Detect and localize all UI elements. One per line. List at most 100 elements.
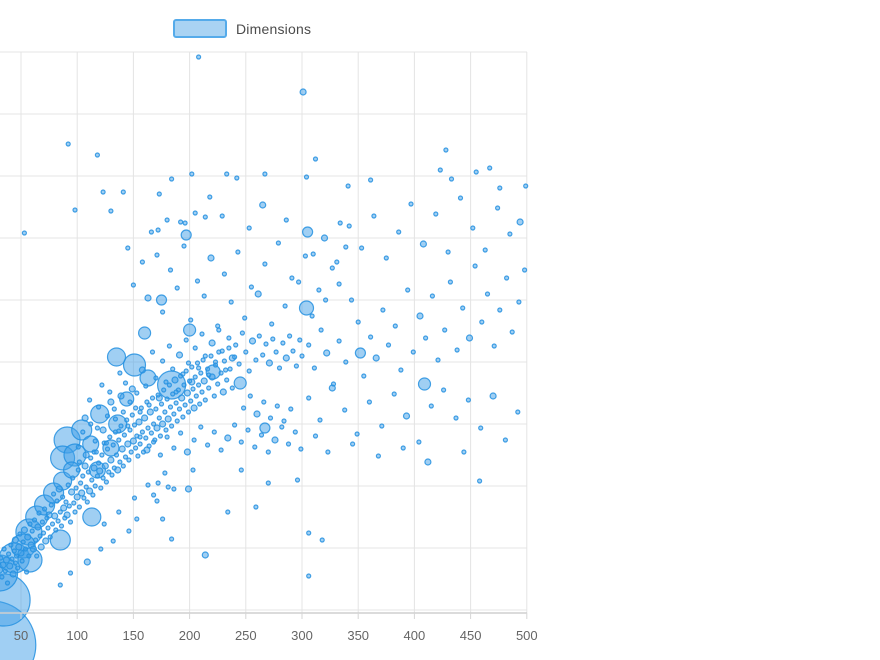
- data-point[interactable]: [252, 444, 258, 450]
- data-point[interactable]: [86, 397, 93, 403]
- data-point[interactable]: [424, 458, 432, 466]
- data-point[interactable]: [29, 528, 35, 534]
- data-point[interactable]: [200, 357, 206, 363]
- data-point[interactable]: [271, 436, 279, 444]
- data-point[interactable]: [408, 201, 414, 207]
- data-point[interactable]: [465, 334, 474, 342]
- data-point[interactable]: [359, 245, 365, 251]
- data-point[interactable]: [15, 565, 21, 571]
- data-point[interactable]: [267, 415, 274, 421]
- data-point[interactable]: [281, 418, 287, 424]
- data-point[interactable]: [398, 367, 404, 373]
- data-point[interactable]: [122, 454, 129, 460]
- data-point[interactable]: [233, 342, 239, 348]
- data-point[interactable]: [174, 285, 180, 291]
- data-point[interactable]: [248, 284, 254, 290]
- data-point[interactable]: [320, 234, 329, 242]
- data-point[interactable]: [40, 530, 47, 536]
- data-point[interactable]: [113, 452, 120, 458]
- data-point[interactable]: [343, 359, 349, 365]
- data-point[interactable]: [181, 243, 187, 249]
- data-point[interactable]: [219, 388, 227, 396]
- data-point[interactable]: [190, 404, 198, 412]
- data-point[interactable]: [166, 382, 172, 388]
- data-point[interactable]: [76, 504, 83, 510]
- data-point[interactable]: [55, 485, 63, 493]
- data-point[interactable]: [104, 446, 111, 452]
- data-point[interactable]: [256, 333, 262, 339]
- data-point[interactable]: [71, 500, 77, 506]
- data-point[interactable]: [274, 403, 280, 409]
- data-point[interactable]: [391, 391, 397, 397]
- data-point[interactable]: [234, 175, 240, 181]
- data-point[interactable]: [154, 252, 160, 258]
- data-point[interactable]: [238, 467, 244, 473]
- data-point[interactable]: [169, 536, 175, 542]
- data-point[interactable]: [161, 387, 167, 393]
- data-point[interactable]: [164, 434, 170, 440]
- data-point[interactable]: [49, 529, 71, 551]
- data-point[interactable]: [20, 539, 26, 545]
- data-point[interactable]: [208, 339, 216, 347]
- data-point[interactable]: [145, 482, 151, 488]
- data-point[interactable]: [319, 537, 325, 543]
- data-point[interactable]: [90, 464, 98, 472]
- data-point[interactable]: [53, 527, 59, 533]
- data-point[interactable]: [67, 488, 76, 496]
- data-point[interactable]: [19, 558, 25, 564]
- data-point[interactable]: [21, 230, 27, 236]
- data-point[interactable]: [306, 342, 312, 348]
- data-point[interactable]: [276, 365, 283, 371]
- data-point[interactable]: [0, 566, 4, 574]
- data-point[interactable]: [101, 521, 107, 527]
- data-point[interactable]: [104, 413, 111, 419]
- data-point[interactable]: [127, 399, 133, 405]
- data-point[interactable]: [516, 218, 524, 226]
- data-point[interactable]: [83, 558, 91, 566]
- data-point[interactable]: [477, 478, 483, 484]
- data-point[interactable]: [385, 342, 392, 348]
- data-point[interactable]: [96, 467, 104, 475]
- data-point[interactable]: [479, 319, 485, 325]
- data-point[interactable]: [17, 531, 23, 537]
- data-point[interactable]: [22, 546, 29, 552]
- data-point[interactable]: [60, 504, 68, 512]
- data-point[interactable]: [206, 385, 212, 391]
- data-point[interactable]: [160, 358, 166, 364]
- data-point[interactable]: [419, 240, 427, 248]
- data-point[interactable]: [178, 430, 184, 436]
- data-point[interactable]: [36, 510, 42, 516]
- data-point[interactable]: [346, 223, 352, 229]
- data-point[interactable]: [27, 521, 33, 527]
- data-point[interactable]: [106, 347, 127, 367]
- data-point[interactable]: [182, 220, 188, 226]
- data-point[interactable]: [253, 504, 259, 510]
- data-point[interactable]: [94, 152, 101, 158]
- data-point[interactable]: [400, 445, 406, 451]
- data-point[interactable]: [4, 580, 11, 586]
- data-point[interactable]: [311, 365, 317, 371]
- data-point[interactable]: [26, 553, 32, 559]
- data-point[interactable]: [99, 382, 105, 388]
- data-point[interactable]: [158, 401, 165, 407]
- data-point[interactable]: [173, 400, 179, 406]
- data-point[interactable]: [465, 397, 471, 403]
- data-point[interactable]: [345, 183, 351, 189]
- data-point[interactable]: [31, 517, 38, 523]
- data-point[interactable]: [491, 343, 497, 349]
- data-point[interactable]: [232, 354, 238, 360]
- data-point[interactable]: [121, 432, 128, 438]
- data-point[interactable]: [265, 480, 271, 486]
- data-point[interactable]: [37, 543, 45, 551]
- data-point[interactable]: [167, 267, 174, 273]
- data-point[interactable]: [208, 353, 214, 359]
- data-point[interactable]: [211, 429, 217, 435]
- data-point[interactable]: [51, 512, 59, 520]
- data-point[interactable]: [448, 176, 455, 182]
- data-point[interactable]: [196, 365, 202, 371]
- data-point[interactable]: [350, 441, 356, 447]
- data-point[interactable]: [160, 516, 166, 522]
- data-point[interactable]: [78, 489, 86, 497]
- data-point[interactable]: [183, 323, 197, 337]
- data-point[interactable]: [129, 412, 135, 418]
